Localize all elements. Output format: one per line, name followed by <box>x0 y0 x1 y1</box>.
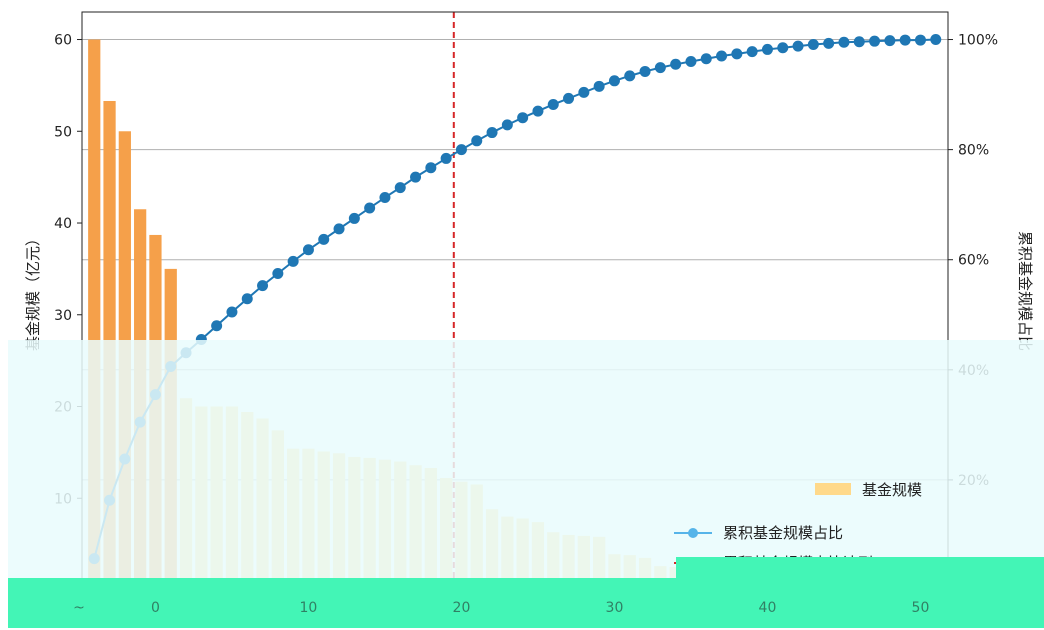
data-point <box>272 268 283 279</box>
data-point <box>257 280 268 291</box>
data-point <box>441 153 452 164</box>
x-tick-label: 40 <box>759 600 777 616</box>
data-point <box>838 37 849 48</box>
data-point <box>456 144 467 155</box>
legend-bar-swatch <box>815 483 851 495</box>
data-point <box>349 213 360 224</box>
data-point <box>379 192 390 203</box>
data-point <box>716 51 727 62</box>
left-tick-label: 50 <box>54 124 72 140</box>
data-point <box>410 172 421 183</box>
x-tick-label: 10 <box>300 600 318 616</box>
data-point <box>685 56 696 67</box>
data-point <box>334 223 345 234</box>
data-point <box>747 46 758 57</box>
left-tick-label: 60 <box>54 33 72 49</box>
x-tick-label: 0 <box>151 600 160 616</box>
data-point <box>303 244 314 255</box>
data-point <box>823 38 834 49</box>
left-y-axis-label: 基金规模（亿元） <box>24 231 42 351</box>
data-point <box>869 36 880 47</box>
legend-bar-label: 基金规模 <box>862 481 922 499</box>
data-point <box>318 234 329 245</box>
data-point <box>777 42 788 53</box>
data-point <box>364 202 375 213</box>
data-point <box>670 59 681 70</box>
data-point <box>731 48 742 59</box>
data-point <box>532 106 543 117</box>
legend-line-label: 累积基金规模占比 <box>723 524 843 542</box>
data-point <box>930 34 941 45</box>
legend-line-marker <box>688 528 698 538</box>
data-point <box>395 182 406 193</box>
data-point <box>211 320 222 331</box>
overlay-band-green <box>8 578 1044 628</box>
data-point <box>288 256 299 267</box>
right-y-axis-label: 累积基金规模占比 <box>1016 231 1034 351</box>
data-point <box>624 70 635 81</box>
data-point <box>563 93 574 104</box>
right-tick-label: 80% <box>958 143 989 159</box>
data-point <box>471 135 482 146</box>
data-point <box>548 99 559 110</box>
data-point <box>655 62 666 73</box>
data-point <box>578 87 589 98</box>
data-point <box>609 75 620 86</box>
data-point <box>487 127 498 138</box>
left-tick-label: 40 <box>54 216 72 232</box>
data-point <box>793 41 804 52</box>
data-point <box>640 66 651 77</box>
data-point <box>226 307 237 318</box>
right-tick-label: 100% <box>958 33 998 49</box>
data-point <box>517 112 528 123</box>
right-tick-label: 60% <box>958 253 989 269</box>
data-point <box>701 53 712 64</box>
data-point <box>808 39 819 50</box>
data-point <box>900 35 911 46</box>
x-tick-label: ~ <box>73 600 85 616</box>
data-point <box>594 81 605 92</box>
data-point <box>854 36 865 47</box>
left-tick-label: 30 <box>54 308 72 324</box>
data-point <box>502 119 513 130</box>
x-tick-label: 30 <box>606 600 624 616</box>
data-point <box>884 35 895 46</box>
x-tick-label: 20 <box>453 600 471 616</box>
overlay-band-light <box>8 340 1044 580</box>
x-tick-label: 50 <box>912 600 930 616</box>
data-point <box>915 35 926 46</box>
data-point <box>762 44 773 55</box>
data-point <box>242 293 253 304</box>
data-point <box>425 162 436 173</box>
overlay-band-green-top <box>676 557 1044 579</box>
